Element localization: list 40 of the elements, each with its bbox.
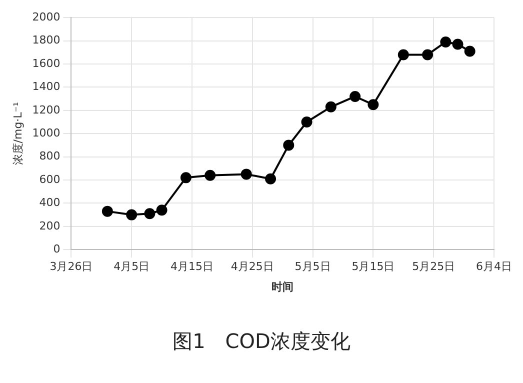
point	[156, 204, 168, 216]
y-tick-label: 1600	[32, 56, 60, 70]
point	[240, 168, 252, 180]
x-tick-label: 5月15日	[352, 260, 395, 274]
point	[398, 49, 409, 60]
x-tick-label: 4月5日	[114, 260, 150, 274]
point	[368, 99, 379, 110]
x-tick-label: 4月25日	[230, 260, 274, 274]
y-tick-label: 1800	[32, 34, 60, 47]
point	[144, 208, 156, 220]
x-tick-label: 6月4日	[476, 260, 512, 274]
x-tick-label: 4月15日	[170, 260, 214, 274]
point	[204, 170, 216, 181]
caption: 图1 COD浓度变化	[172, 328, 352, 355]
point	[452, 38, 464, 50]
point	[325, 101, 336, 112]
y-tick-label: 1000	[32, 126, 60, 140]
y-tick-label: 600	[39, 172, 60, 186]
x-tick-label: 3月26日	[50, 260, 93, 274]
point	[422, 49, 434, 60]
point	[283, 140, 294, 151]
y-tick-label: 400	[39, 196, 60, 210]
x-axis-title: 时间	[272, 280, 294, 294]
point	[464, 46, 476, 57]
x-tick-label: 5月25日	[412, 260, 456, 274]
y-tick-label: 200	[39, 219, 60, 232]
y-tick-label: 1400	[32, 80, 60, 94]
x-tick-label: 5月5日	[294, 260, 331, 274]
point	[265, 173, 276, 184]
point	[350, 90, 361, 102]
point	[102, 206, 113, 217]
y-tick-label: 1200	[32, 103, 60, 116]
point	[180, 172, 192, 184]
point	[301, 116, 312, 128]
y-tick-label: 800	[39, 150, 60, 163]
y-tick-label: 2000	[32, 10, 60, 24]
y-axis-title: 浓度/mg·L⁻¹	[11, 102, 24, 166]
y-tick-label: 0	[53, 242, 60, 256]
point	[126, 209, 138, 220]
point	[440, 36, 452, 48]
